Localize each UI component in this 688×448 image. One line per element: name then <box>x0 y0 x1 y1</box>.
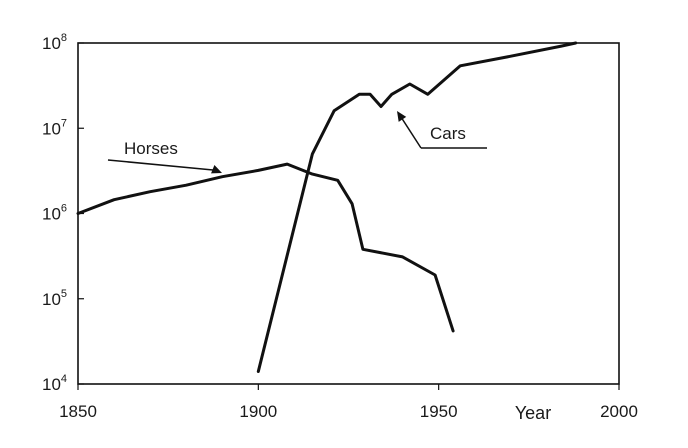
x-tick-label: 1850 <box>59 402 97 421</box>
annotation-layer: Horses Cars <box>107 111 487 174</box>
y-tick-base: 10 <box>42 375 61 394</box>
y-tick-label: 106 <box>42 203 67 224</box>
y-tick-label: 107 <box>42 117 67 138</box>
horses-annotation-label: Horses <box>124 139 178 158</box>
series-line-horses <box>76 162 455 333</box>
x-axis-ticks: 1850 1900 1950 2000 <box>59 384 638 421</box>
y-tick-exponent: 5 <box>61 288 67 300</box>
series-line-cars <box>256 41 578 373</box>
y-tick-label: 105 <box>42 288 67 309</box>
cars-annotation-leader-diagonal <box>400 116 422 149</box>
y-tick-exponent: 6 <box>61 203 67 215</box>
series-layer <box>76 41 578 373</box>
y-tick-exponent: 8 <box>61 32 67 44</box>
y-tick-base: 10 <box>42 119 61 138</box>
y-tick-label: 108 <box>42 32 67 53</box>
y-tick-label: 104 <box>42 373 67 394</box>
y-tick-exponent: 7 <box>61 117 67 129</box>
y-tick-base: 10 <box>42 34 61 53</box>
x-axis-title: Year <box>515 403 551 423</box>
cars-annotation-label: Cars <box>430 124 466 143</box>
y-tick-base: 10 <box>42 205 61 224</box>
plot-area-frame <box>77 42 620 385</box>
x-tick-label: 1950 <box>420 402 458 421</box>
x-tick-label: 2000 <box>600 402 638 421</box>
horses-annotation-leader <box>107 159 214 171</box>
horses-annotation-arrowhead <box>211 165 222 174</box>
y-tick-exponent: 4 <box>61 373 67 385</box>
cars-annotation-arrowhead <box>397 111 407 122</box>
y-tick-base: 10 <box>42 290 61 309</box>
x-tick-label: 1900 <box>239 402 277 421</box>
